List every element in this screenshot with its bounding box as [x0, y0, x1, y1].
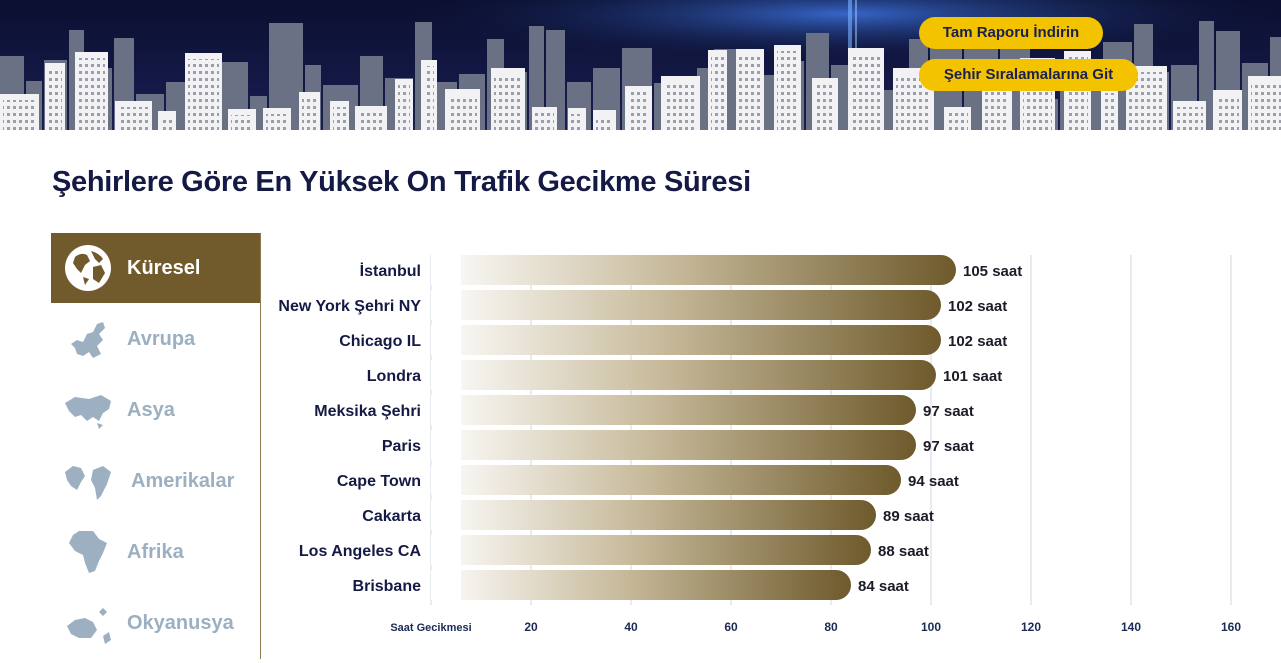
x-tick-label: 80 [824, 620, 838, 634]
bar [431, 360, 936, 390]
value-label: 94 saat [908, 473, 959, 490]
city-rankings-button[interactable]: Şehir Sıralamalarına Git [919, 59, 1138, 91]
region-label-americas: Amerikalar [131, 470, 235, 492]
bar-base [431, 535, 461, 565]
region-sidebar: Küresel Avrupa Asya Amerikalar Afrika [0, 233, 262, 663]
category-label: Los Angeles CA [299, 543, 422, 560]
region-tab-oceania[interactable]: Okyanusya [51, 588, 260, 658]
value-label: 89 saat [883, 508, 934, 525]
asia-map-icon [65, 395, 111, 429]
value-label: 97 saat [923, 438, 974, 455]
value-label: 101 saat [943, 368, 1002, 385]
region-label-asia: Asya [127, 399, 175, 421]
oceania-map-icon [67, 608, 111, 644]
download-report-button[interactable]: Tam Raporu İndirin [919, 17, 1103, 49]
americas-map-icon [65, 466, 111, 500]
bar [431, 290, 941, 320]
region-tab-asia[interactable]: Asya [51, 375, 260, 445]
globe-icon [65, 245, 111, 291]
category-label: Londra [367, 368, 421, 385]
bar-base [431, 360, 461, 390]
x-tick-label: 20 [524, 620, 538, 634]
region-tab-africa[interactable]: Afrika [51, 517, 260, 587]
region-tab-global[interactable]: Küresel [51, 233, 260, 303]
x-tick-label: 120 [1021, 620, 1041, 634]
x-tick-label: 140 [1121, 620, 1141, 634]
page-title: Şehirlere Göre En Yüksek On Trafik Gecik… [52, 166, 751, 198]
bar-base [431, 430, 461, 460]
region-label-africa: Afrika [127, 541, 184, 563]
x-axis-label: Saat Gecikmesi [390, 622, 471, 634]
region-label-oceania: Okyanusya [127, 612, 234, 634]
delay-bar-chart: İstanbul New York Şehri NY Chicago IL Londr… [278, 255, 1241, 634]
x-tick-label: 160 [1221, 620, 1241, 634]
bar-base [431, 325, 461, 355]
value-label: 97 saat [923, 403, 974, 420]
bar [431, 325, 941, 355]
region-label-global: Küresel [127, 257, 201, 279]
value-label: 84 saat [858, 578, 909, 595]
value-label: 102 saat [948, 298, 1007, 315]
europe-map-icon [71, 322, 105, 358]
value-label: 105 saat [963, 263, 1022, 280]
x-tick-label: 100 [921, 620, 941, 634]
bar-base [431, 255, 461, 285]
bar [431, 570, 851, 600]
bar-base [431, 395, 461, 425]
bar-base [431, 500, 461, 530]
bar-base [431, 570, 461, 600]
bar [431, 255, 956, 285]
category-label: Brisbane [353, 578, 422, 595]
region-label-europe: Avrupa [127, 328, 196, 350]
region-tab-americas[interactable]: Amerikalar [51, 446, 260, 516]
category-label: Meksika Şehri [314, 403, 421, 420]
africa-map-icon [69, 531, 107, 573]
category-label: Cape Town [337, 473, 421, 490]
bar [431, 535, 871, 565]
category-label: İstanbul [360, 262, 421, 280]
x-tick-label: 40 [624, 620, 638, 634]
bar [431, 395, 916, 425]
value-label: 102 saat [948, 333, 1007, 350]
category-label: Chicago IL [339, 333, 421, 350]
bar [431, 500, 876, 530]
category-label: Paris [382, 438, 421, 455]
bar-base [431, 465, 461, 495]
bar-base [431, 290, 461, 320]
category-label: Cakarta [362, 508, 421, 525]
bar [431, 465, 901, 495]
x-tick-label: 60 [724, 620, 738, 634]
sidebar-divider [260, 233, 261, 659]
region-tab-europe[interactable]: Avrupa [51, 304, 260, 374]
bar [431, 430, 916, 460]
value-label: 88 saat [878, 543, 929, 560]
category-label: New York Şehri NY [278, 298, 421, 315]
